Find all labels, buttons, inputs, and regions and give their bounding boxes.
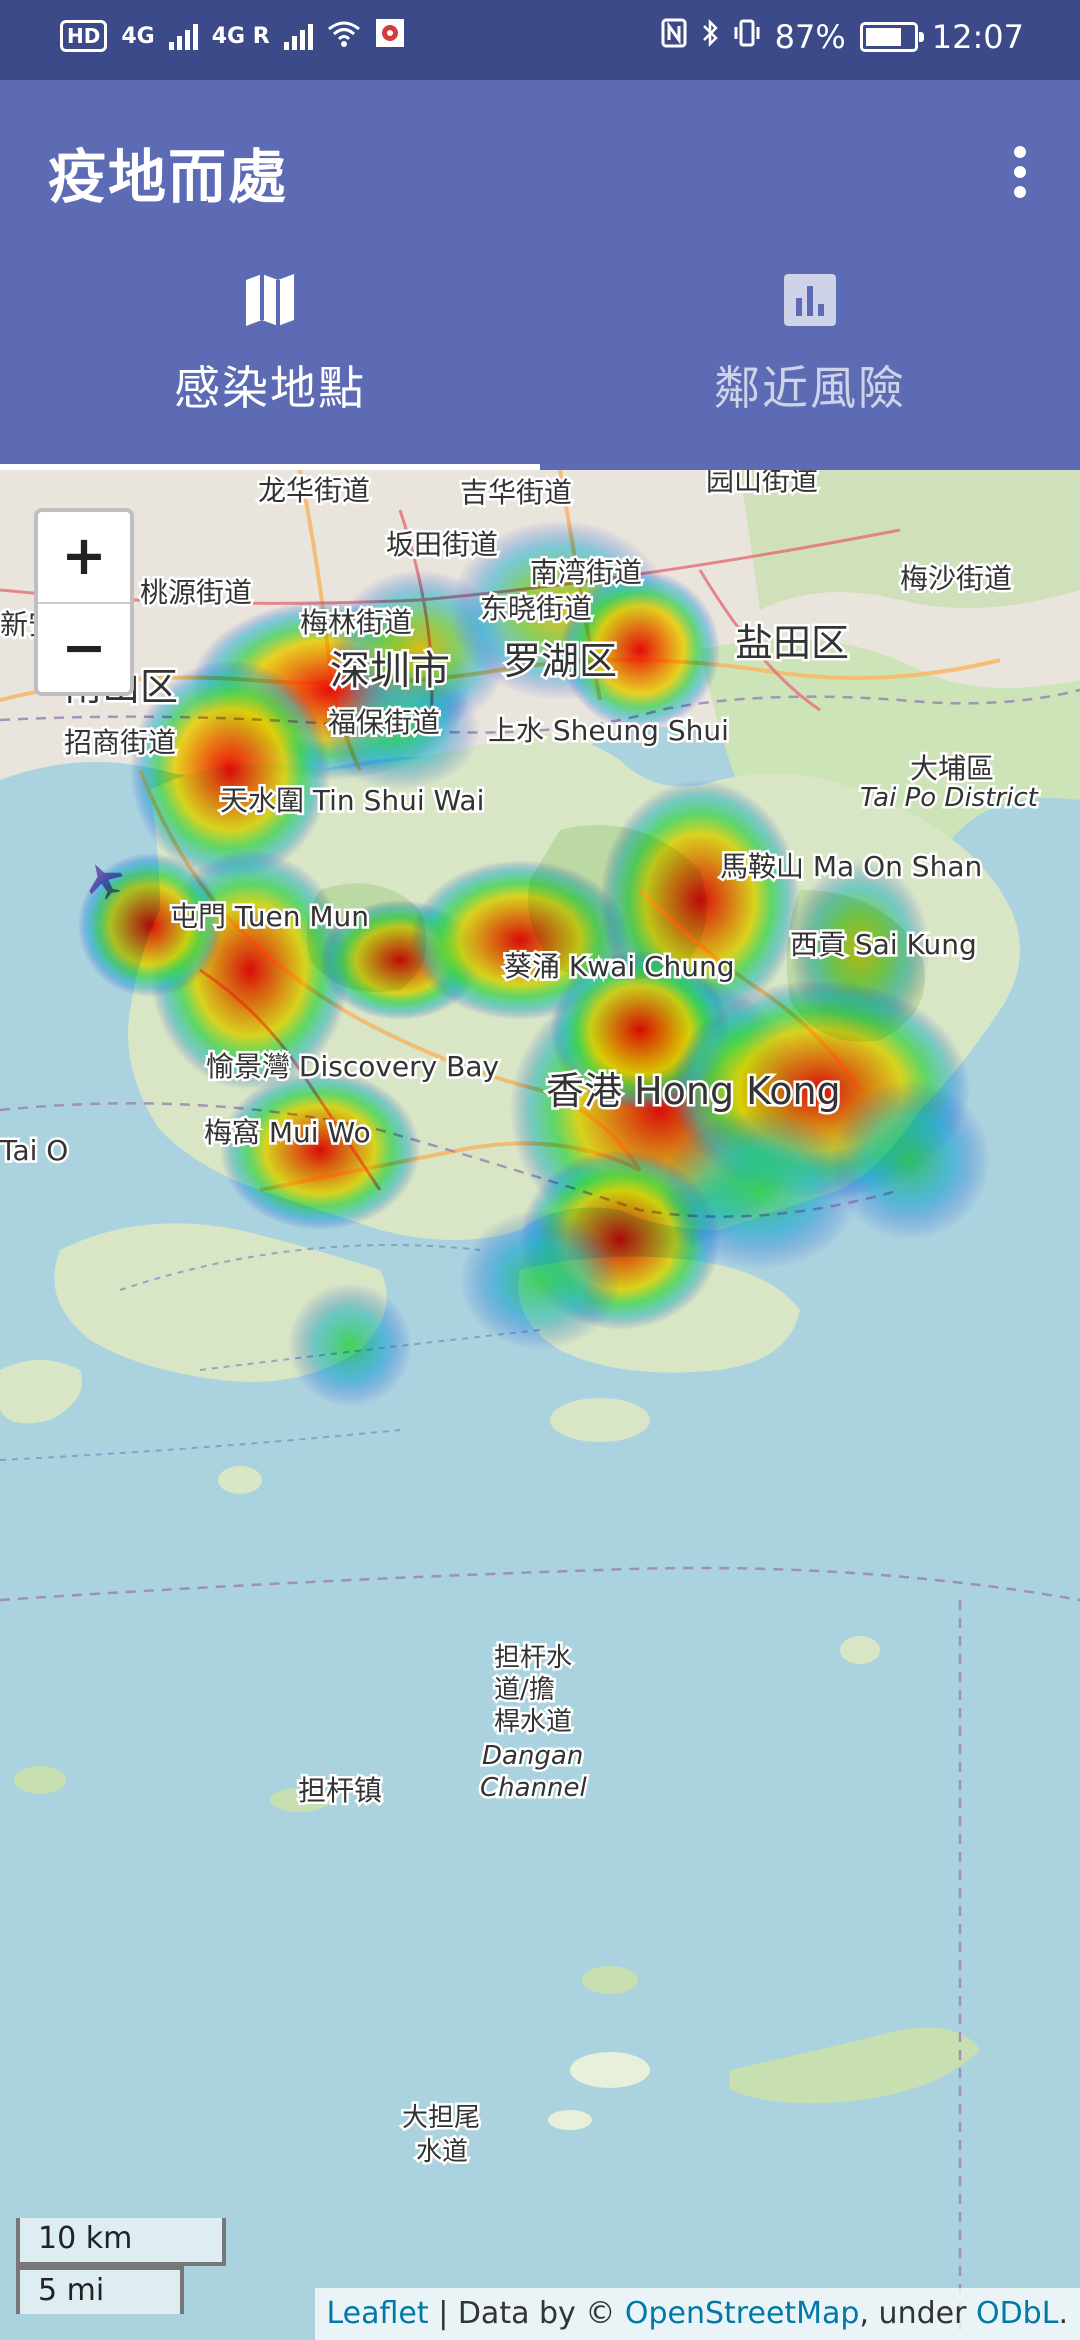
label-danganzhen: 担杆镇 (298, 1774, 382, 1807)
app-bar: 疫地而處 感染地點 鄰近風險 (0, 80, 1080, 470)
tab-label: 鄰近風險 (714, 361, 906, 415)
bar-chart-icon (780, 270, 840, 330)
zoom-in-button[interactable]: + (38, 512, 130, 604)
scale-mi: 5 mi (16, 2266, 184, 2314)
openstreetmap-link[interactable]: OpenStreetMap (624, 2296, 860, 2331)
signal-icon (168, 22, 198, 50)
label-nanwan: 南湾街道 (530, 556, 642, 589)
network-4g-roaming-label: 4G R (211, 23, 270, 49)
label-bantian: 坂田街道 (386, 528, 498, 561)
signal-icon-2 (283, 22, 313, 50)
more-vert-icon[interactable] (990, 132, 1050, 212)
label-futian: 福保街道 (328, 706, 440, 739)
tab-label: 感染地點 (174, 361, 366, 415)
attribution-text-2: , under (859, 2296, 976, 2331)
bluetooth-icon (701, 18, 719, 56)
label-yuanshan: 园山街道 (706, 470, 818, 497)
label-sheungshui: 上水 Sheung Shui (488, 714, 729, 747)
zoom-out-button[interactable]: − (61, 616, 107, 679)
label-dongxiao: 东晓街道 (480, 592, 592, 625)
tab-infection-locations[interactable]: 感染地點 (0, 270, 540, 470)
status-right: 87% 12:07 (661, 18, 1024, 56)
battery-percent: 87% (774, 18, 846, 56)
label-tuenmun: 屯門 Tuen Mun (170, 900, 369, 933)
leaflet-link[interactable]: Leaflet (326, 2296, 429, 2331)
label-dangan-3: 桿水道 (494, 1707, 572, 1737)
odbl-link[interactable]: ODbL (975, 2296, 1059, 2331)
app-notification-icon (375, 18, 405, 54)
clock: 12:07 (931, 18, 1024, 56)
attribution-text-3: . (1058, 2296, 1068, 2331)
label-longhua: 龙华街道 (258, 474, 370, 507)
label-dangan-en-1: Dangan (482, 1741, 583, 1771)
zoom-control: + − (34, 508, 134, 696)
status-bar: HD 4G 4G R 87% 12:07 (0, 0, 1080, 80)
label-discoverybay: 愉景灣 Discovery Bay (206, 1050, 499, 1083)
hd-badge: HD (60, 20, 108, 52)
status-left: HD 4G 4G R (60, 18, 405, 54)
label-maonshan: 馬鞍山 Ma On Shan (720, 850, 982, 883)
map-icon (240, 270, 300, 330)
label-yantian: 盐田区 (735, 621, 849, 665)
label-dadanwei-1: 大担尾 (402, 2103, 480, 2133)
label-muiwo: 梅窩 Mui Wo (204, 1116, 371, 1149)
map-attribution: Leaflet | Data by © OpenStreetMap, under… (314, 2288, 1080, 2340)
label-jihua: 吉华街道 (460, 476, 572, 509)
label-taio: Tai O (0, 1134, 68, 1167)
label-tinshuiwai: 天水圍 Tin Shui Wai (220, 784, 484, 817)
nfc-icon (661, 18, 687, 56)
network-4g-label: 4G (121, 23, 155, 49)
map-view[interactable]: 龙华街道 吉华街道 园山街道 坂田街道 南湾街道 梅沙街道 桃源街道 东晓街道 … (0, 470, 1080, 2340)
battery-icon (859, 22, 924, 52)
label-taoyuan: 桃源街道 (140, 576, 252, 609)
scale-km: 10 km (16, 2218, 226, 2266)
label-zhaoshang: 招商街道 (64, 726, 176, 759)
map-canvas[interactable]: 龙华街道 吉华街道 园山街道 坂田街道 南湾街道 梅沙街道 桃源街道 东晓街道 … (0, 470, 1080, 2340)
scale-bar: 10 km 5 mi (16, 2218, 226, 2314)
tab-indicator (0, 464, 540, 470)
heatmap-layer (78, 520, 990, 1407)
tab-nearby-risk[interactable]: 鄰近風險 (540, 270, 1080, 470)
attribution-text-1: | Data by © (428, 2296, 625, 2331)
label-kwaichung: 葵涌 Kwai Chung (504, 950, 735, 983)
label-luohu: 罗湖区 (503, 639, 617, 683)
label-meisha: 梅沙街道 (900, 562, 1012, 595)
label-shenzhen: 深圳市 (330, 648, 450, 694)
wifi-icon (327, 19, 361, 53)
label-dangan-2: 道/擔 (494, 1675, 555, 1705)
label-meilin: 梅林街道 (300, 606, 412, 639)
label-dangan-1: 担杆水 (494, 1643, 572, 1673)
label-taipo: 大埔區 (910, 752, 994, 785)
label-hongkong: 香港 Hong Kong (546, 1069, 841, 1113)
label-taipo-en: Tai Po District (860, 783, 1039, 813)
vibrate-icon (733, 18, 761, 56)
label-dadanwei-2: 水道 (416, 2137, 468, 2167)
app-title: 疫地而處 (48, 143, 289, 211)
label-dangan-en-2: Channel (480, 1773, 588, 1803)
label-saikung: 西貢 Sai Kung (790, 928, 977, 961)
